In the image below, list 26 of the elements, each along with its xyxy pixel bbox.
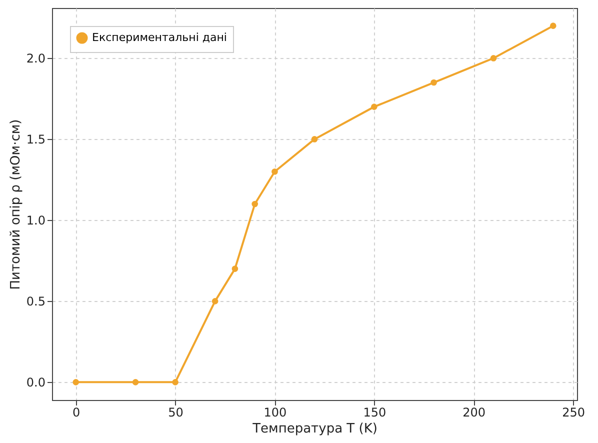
x-tick-label: 100: [264, 406, 287, 420]
x-tick-label: 150: [363, 406, 386, 420]
point: [272, 168, 278, 175]
y-tick-label: 0.0: [26, 376, 46, 390]
y-tick-label: 2.0: [26, 52, 46, 66]
legend-label: Експериментальні дані: [92, 31, 227, 44]
y-tick-label: 1.0: [26, 214, 46, 228]
point: [430, 79, 437, 86]
point: [72, 379, 80, 386]
point: [550, 22, 556, 29]
y-axis-title: Питомий опір ρ (мОм·см): [8, 119, 24, 290]
point: [370, 104, 378, 110]
point: [311, 136, 318, 142]
point: [132, 379, 139, 386]
x-tick-label: 50: [168, 406, 184, 420]
point: [252, 200, 258, 208]
x-tick-label: 250: [562, 406, 585, 420]
y-tick-label: 1.5: [26, 132, 46, 147]
point: [490, 55, 497, 62]
point: [172, 379, 178, 386]
x-tick-label: 0: [72, 406, 80, 420]
x-axis-title: Температура T (K): [252, 422, 378, 436]
point: [212, 298, 218, 304]
y-tick-label: 0.5: [26, 294, 46, 309]
point: [232, 266, 238, 272]
x-tick-label: 200: [462, 406, 486, 420]
